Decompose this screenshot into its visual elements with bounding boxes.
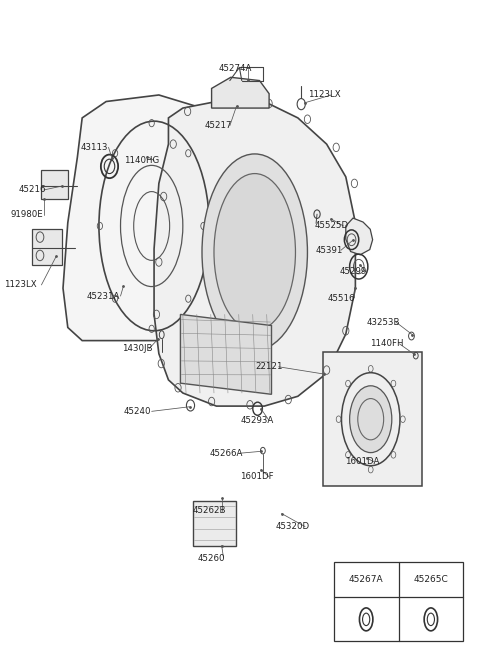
Text: 1601DA: 1601DA [346, 457, 380, 466]
Text: 45516: 45516 [327, 293, 355, 303]
Text: 45260: 45260 [198, 553, 225, 563]
Text: 1601DF: 1601DF [240, 472, 274, 481]
Bar [334, 562, 463, 641]
Text: 45266A: 45266A [209, 449, 243, 458]
Text: 45240: 45240 [123, 407, 151, 416]
Text: 45265C: 45265C [413, 575, 448, 584]
Polygon shape [212, 77, 269, 108]
Text: 91980E: 91980E [11, 210, 43, 219]
Text: 45231A: 45231A [87, 291, 120, 301]
Polygon shape [180, 314, 272, 394]
Text: 1123LX: 1123LX [4, 280, 37, 290]
Polygon shape [63, 95, 226, 341]
Bar [32, 229, 61, 265]
Polygon shape [154, 102, 355, 406]
Text: 1140HG: 1140HG [124, 156, 160, 165]
Ellipse shape [214, 174, 296, 331]
Text: 45267A: 45267A [349, 575, 384, 584]
Polygon shape [323, 352, 421, 486]
Text: 45262B: 45262B [192, 506, 226, 515]
Bar [41, 170, 68, 199]
Text: 45216: 45216 [18, 185, 46, 195]
Text: 1430JB: 1430JB [122, 344, 153, 353]
Text: 45320D: 45320D [276, 522, 310, 531]
Ellipse shape [349, 386, 392, 453]
Text: 45391: 45391 [315, 246, 343, 255]
Text: 45525D: 45525D [314, 221, 348, 231]
Text: 45293A: 45293A [240, 416, 274, 425]
Text: 45217: 45217 [205, 121, 232, 130]
Text: 45299: 45299 [339, 267, 367, 276]
Text: 43253B: 43253B [366, 318, 400, 327]
Polygon shape [346, 218, 372, 255]
Text: 22121: 22121 [255, 362, 283, 371]
Bar [193, 501, 236, 546]
Ellipse shape [202, 154, 308, 350]
Text: 43113: 43113 [81, 143, 108, 152]
Text: 45274A: 45274A [219, 64, 252, 73]
Text: 1123LX: 1123LX [308, 90, 340, 100]
Text: 1140FH: 1140FH [370, 339, 403, 348]
